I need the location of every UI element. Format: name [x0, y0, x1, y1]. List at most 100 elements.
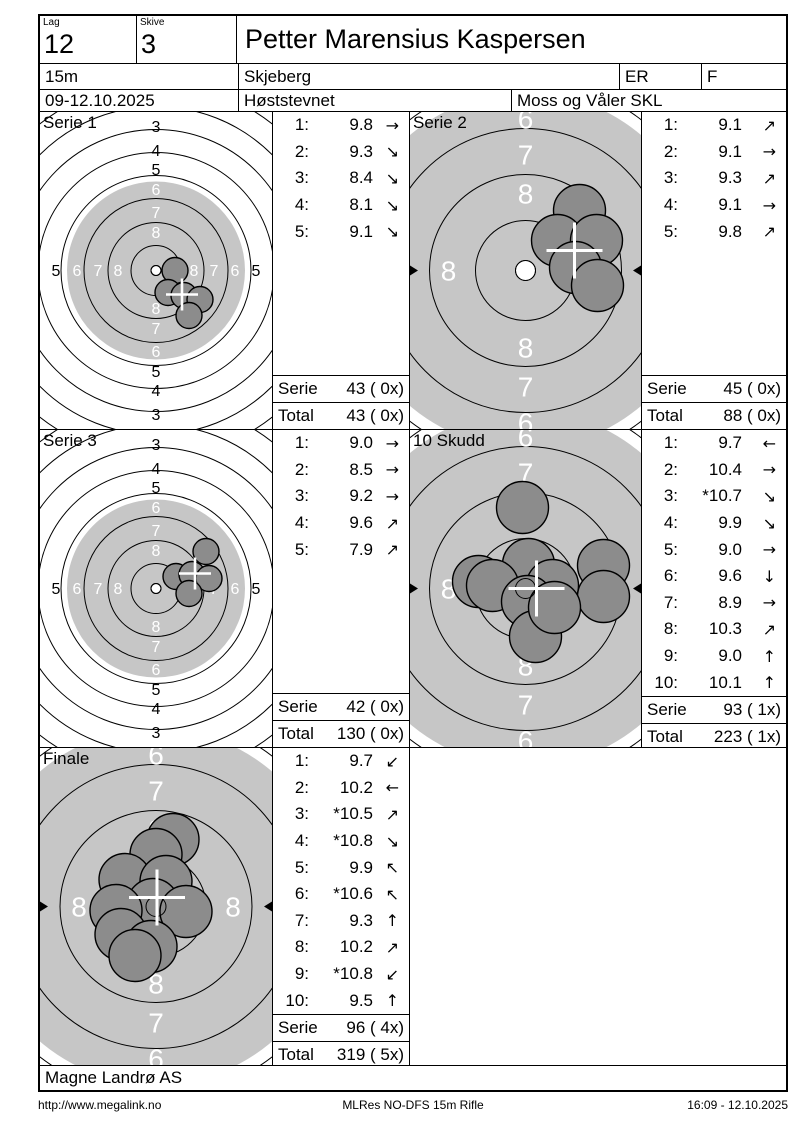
shot-direction-arrow-icon: ↑: [762, 646, 776, 666]
shot-value: 8.1: [349, 195, 373, 215]
shot-row: 2: 10.4 →: [642, 457, 786, 484]
event-dates: 09-12.10.2025: [40, 90, 239, 112]
shot-value: 9.7: [349, 751, 373, 771]
total-value: 130 ( 0x): [336, 724, 404, 743]
shot-number: 4:: [294, 831, 309, 851]
ring-label: 7: [148, 1007, 164, 1038]
shot-value: 7.9: [349, 539, 373, 559]
shot-number: 8:: [663, 619, 678, 639]
ring-circle: [410, 446, 641, 731]
ring-label: 3: [152, 407, 161, 424]
shot-row: 1: 9.1 ↗: [642, 112, 786, 139]
shot-row: 5: 9.9 ↖: [273, 854, 409, 881]
edge-tick-icon: [633, 583, 641, 594]
shot-direction-arrow-icon: ↘: [385, 142, 399, 162]
shot-row: 8: 10.3 ↗: [642, 616, 786, 643]
shot-hole: [108, 928, 162, 983]
ring-circle: [40, 447, 272, 730]
edge-tick-icon: [264, 901, 272, 912]
skive-label: Skive: [140, 17, 165, 28]
ring-label: 8: [441, 255, 457, 286]
shot-direction-arrow-icon: →: [762, 142, 776, 162]
shot-number: 7:: [663, 592, 678, 612]
ring-label: 4: [152, 383, 161, 400]
ring-label: 6: [231, 581, 240, 598]
header-row-2: 15m Skjeberg ER F: [40, 64, 786, 90]
shot-list-5: 1: 9.7 ↙ 2: 10.2 ← 3: *10.5 ↗ 4: *10.8 ↘ 5: 9.9 ↖ 6: *10…: [273, 748, 410, 1066]
shot-value: *10.7: [702, 486, 742, 506]
shot-list-2: 1: 9.1 ↗ 2: 9.1 → 3: 9.3 ↗ 4: 9.1 → 5: 9.8 ↗ Serie 45 ( …: [642, 112, 786, 430]
shot-value: *10.8: [333, 831, 373, 851]
ring-label: 6: [73, 263, 82, 280]
ring-circle: [107, 222, 205, 319]
target-panel-2: 67887688Serie 2: [410, 112, 642, 430]
shot-value: 9.0: [718, 646, 742, 666]
shot-row: 3: 9.2 →: [273, 483, 409, 510]
ring-label: 3: [152, 437, 161, 454]
shot-direction-arrow-icon: ↘: [385, 168, 399, 188]
ring-label: 7: [94, 263, 103, 280]
ring-label: 8: [518, 332, 534, 363]
shot-hole: [192, 537, 220, 566]
shot-number: 1:: [294, 751, 309, 771]
serie-label: Serie: [647, 699, 687, 719]
shot-value: 10.2: [339, 777, 373, 797]
shot-number: 4:: [663, 513, 678, 533]
shot-direction-arrow-icon: →: [385, 460, 399, 480]
shot-direction-arrow-icon: ↗: [762, 168, 776, 188]
shot-number: 2:: [294, 141, 309, 161]
shot-value: 9.6: [718, 566, 742, 586]
shot-row: 4: 9.6 ↗: [273, 510, 409, 537]
shot-hole: [175, 301, 203, 330]
ring-label: 4: [152, 701, 161, 718]
empty-grid-area: [410, 748, 786, 1066]
ring-label: 6: [518, 407, 534, 429]
shot-list-1: 1: 9.8 → 2: 9.3 ↘ 3: 8.4 ↘ 4: 8.1 ↘ 5: 9.1 ↘ Serie 43 ( …: [273, 112, 410, 430]
target-panel-4: 6788768810 Skudd: [410, 430, 642, 748]
shot-value: 9.2: [349, 486, 373, 506]
ring-circle: [429, 174, 622, 367]
shot-value: 10.2: [339, 937, 373, 957]
total-value: 223 ( 1x): [713, 726, 781, 746]
serie-row: Serie 42 ( 0x): [273, 693, 409, 720]
shot-direction-arrow-icon: ↑: [385, 991, 399, 1011]
ring-label: 5: [152, 480, 161, 497]
target-graphic: 67887688: [40, 748, 272, 1065]
ring-label: 6: [152, 662, 161, 679]
ring-label: 6: [148, 748, 164, 770]
shot-direction-arrow-icon: ↗: [385, 937, 399, 957]
sheet-border: Lag 12 Skive 3 Petter Marensius Kasperse…: [38, 14, 788, 1092]
shot-row: 4: 8.1 ↘: [273, 192, 409, 219]
shot-direction-arrow-icon: ↘: [385, 222, 399, 242]
ring-circle: [60, 493, 252, 684]
shot-number: 3:: [294, 804, 309, 824]
ring-label: 7: [518, 457, 534, 488]
ring-label: 8: [148, 968, 164, 999]
shot-value: *10.6: [333, 884, 373, 904]
total-value: 88 ( 0x): [723, 406, 781, 425]
ring-circle: [410, 128, 641, 413]
ring-label: 8: [225, 891, 241, 922]
shot-row: 2: 10.2 ←: [273, 775, 409, 802]
shot-direction-arrow-icon: →: [762, 195, 776, 215]
shot-number: 9:: [294, 964, 309, 984]
header-row-3: 09-12.10.2025 Høststevnet Moss og Våler …: [40, 90, 786, 112]
shot-direction-arrow-icon: ↓: [762, 566, 776, 586]
shot-number: 3:: [294, 168, 309, 188]
list-spacer: [273, 563, 409, 693]
ring-label: 7: [210, 263, 219, 280]
shot-hole: [527, 580, 582, 635]
ring-label: 6: [148, 1043, 164, 1065]
ring-label: 5: [152, 682, 161, 699]
skive-value: 3: [141, 29, 157, 59]
ring-label: 8: [190, 263, 199, 280]
shot-value: 9.5: [349, 990, 373, 1010]
ring-label: 8: [114, 263, 123, 280]
shot-value: 9.0: [718, 539, 742, 559]
shot-hole: [576, 569, 631, 624]
serie-label: Serie: [647, 379, 687, 398]
shot-row: 1: 9.0 →: [273, 430, 409, 457]
